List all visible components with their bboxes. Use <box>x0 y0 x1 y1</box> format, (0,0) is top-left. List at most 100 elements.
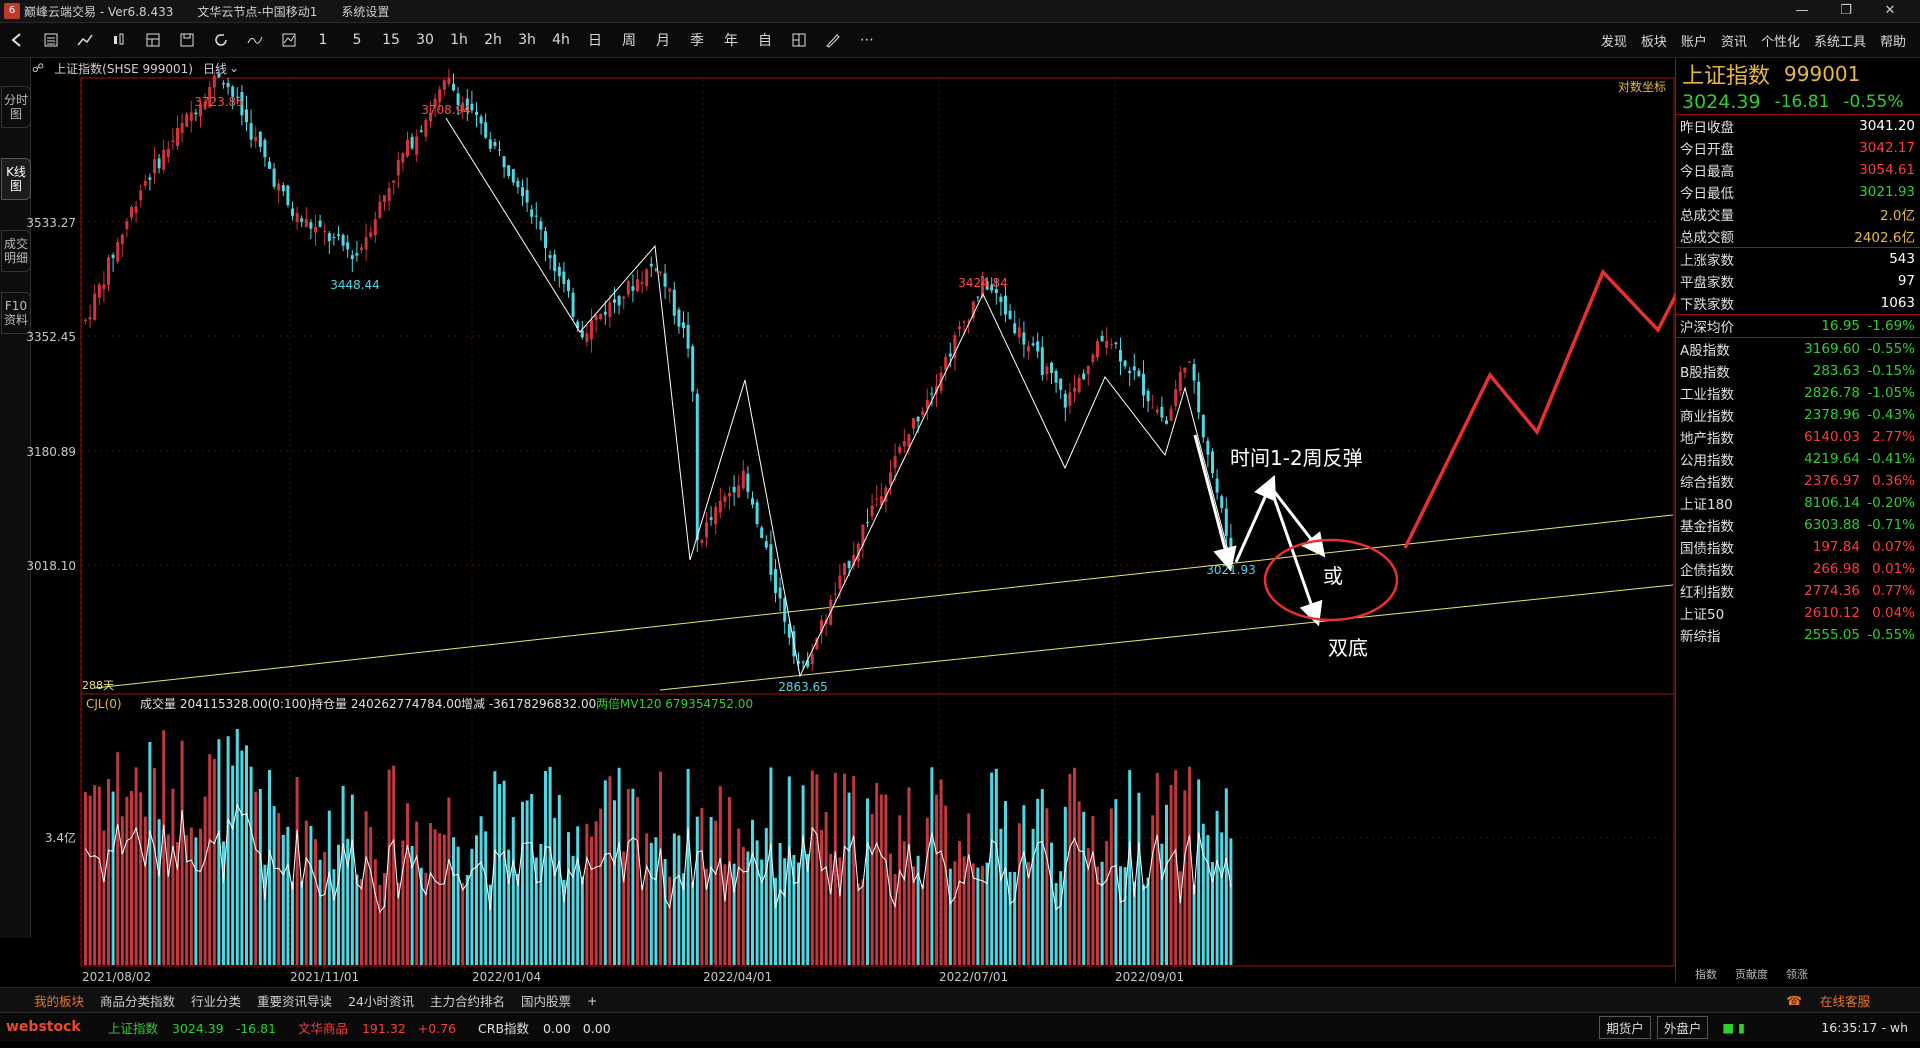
period-year[interactable]: 年 <box>724 33 738 49</box>
stat-row[interactable]: 总成交量 2.0亿 <box>1676 203 1920 225</box>
index-value: 3169.60 <box>1804 341 1860 357</box>
menu-news[interactable]: 资讯 <box>1720 34 1747 50</box>
line-chart-icon[interactable] <box>68 23 102 57</box>
period-dropdown[interactable]: 日线 <box>202 61 227 76</box>
menu-sectors[interactable]: 板块 <box>1640 34 1667 50</box>
minimize-icon[interactable]: — <box>1795 3 1809 18</box>
status-quote-value: 0.00 <box>543 1020 571 1036</box>
restore-icon[interactable]: ❐ <box>1840 3 1852 18</box>
stat-row[interactable]: 今日开盘 3042.17 <box>1676 137 1920 159</box>
index-row[interactable]: 红利指数 2774.36 0.77% <box>1676 580 1920 602</box>
tab-my-sectors[interactable]: 我的板块 <box>34 993 85 1009</box>
server-label[interactable]: 文华云节点-中国移动1 <box>197 4 318 19</box>
candle-body <box>1105 341 1109 348</box>
symbol-label[interactable]: 上证指数(SHSE 999001) <box>54 61 193 76</box>
volume-bar <box>613 800 616 965</box>
tab-kline[interactable]: K线图 <box>1 158 31 200</box>
add-tab-button[interactable]: + <box>587 992 598 1008</box>
volume-indicator-name[interactable]: CJL(0) <box>86 697 122 711</box>
foreign-account-button[interactable]: 外盘户 <box>1656 1015 1709 1039</box>
period-week[interactable]: 周 <box>622 33 636 49</box>
menu-account[interactable]: 账户 <box>1680 34 1707 50</box>
period-quarter[interactable]: 季 <box>690 33 704 49</box>
layout-icon[interactable] <box>782 23 816 57</box>
stat-row[interactable]: 昨日收盘 3041.20 <box>1676 115 1920 137</box>
stat-row[interactable]: 今日最高 3054.61 <box>1676 159 1920 181</box>
close-icon[interactable]: ✕ <box>1884 3 1896 18</box>
tab-leaders[interactable]: 领涨 <box>1786 968 1808 981</box>
menu-help[interactable]: 帮助 <box>1879 34 1906 50</box>
chain-icon[interactable]: ☍ <box>32 61 45 75</box>
draw-pen-icon[interactable] <box>816 23 850 57</box>
menu-personalize[interactable]: 个性化 <box>1760 34 1800 50</box>
period-15[interactable]: 15 <box>382 32 400 48</box>
refresh-icon[interactable] <box>204 23 238 57</box>
menu-discover[interactable]: 发现 <box>1600 34 1627 50</box>
log-scale-toggle[interactable]: 对数坐标 <box>1618 79 1666 94</box>
period-5[interactable]: 5 <box>352 32 362 48</box>
save-icon[interactable] <box>170 23 204 57</box>
menu-system-tools[interactable]: 系统工具 <box>1813 34 1866 50</box>
index-row[interactable]: A股指数 3169.60 -0.55% <box>1676 338 1920 360</box>
candle-body <box>456 93 460 105</box>
futures-account-button[interactable]: 期货户 <box>1599 1015 1651 1039</box>
index-row[interactable]: 新综指 2555.05 -0.55% <box>1676 624 1920 646</box>
tab-industry[interactable]: 行业分类 <box>191 993 242 1009</box>
index-row[interactable]: 公用指数 4219.64 -0.41% <box>1676 448 1920 470</box>
period-3h[interactable]: 3h <box>518 32 536 48</box>
index-row[interactable]: 商业指数 2378.96 -0.43% <box>1676 404 1920 426</box>
candlestick-icon[interactable] <box>102 23 136 57</box>
online-service-link[interactable]: 在线客服 <box>1819 993 1870 1009</box>
breadth-row[interactable]: 平盘家数 97 <box>1676 270 1920 292</box>
tab-24h-news[interactable]: 24小时资讯 <box>348 993 414 1009</box>
breadth-row[interactable]: 下跌家数 1063 <box>1676 292 1920 314</box>
tab-news-guide[interactable]: 重要资讯导读 <box>257 993 333 1009</box>
candle-body <box>1155 409 1159 413</box>
status-quote-1[interactable]: 上证指数 3024.39 -16.81 <box>108 1018 276 1037</box>
status-quote-3[interactable]: CRB指数 0.00 0.00 <box>478 1018 611 1037</box>
period-1[interactable]: 1 <box>318 32 328 48</box>
compare-icon[interactable] <box>272 23 306 57</box>
index-row[interactable]: 企债指数 266.98 0.01% <box>1676 558 1920 580</box>
stat-row[interactable]: 今日最低 3021.93 <box>1676 181 1920 203</box>
list-icon[interactable] <box>34 23 68 57</box>
tab-contract-ranking[interactable]: 主力合约排名 <box>429 993 505 1009</box>
volume-bar <box>645 833 649 965</box>
index-row[interactable]: 国债指数 197.84 0.07% <box>1676 536 1920 558</box>
period-custom[interactable]: 自 <box>758 33 772 49</box>
more-icon[interactable]: ⋯ <box>860 32 874 48</box>
index-row[interactable]: 基金指数 6303.88 -0.71% <box>1676 514 1920 536</box>
period-4h[interactable]: 4h <box>552 32 570 48</box>
stat-row[interactable]: 总成交额 2402.6亿 <box>1676 225 1920 247</box>
table-icon[interactable] <box>136 23 170 57</box>
index-label: A股指数 <box>1680 343 1730 359</box>
tab-contribution[interactable]: 贡献度 <box>1735 968 1768 981</box>
tab-index[interactable]: 指数 <box>1695 968 1717 981</box>
index-row[interactable]: 上证180 8106.14 -0.20% <box>1676 492 1920 514</box>
breadth-row[interactable]: 上涨家数 543 <box>1676 248 1920 270</box>
period-day[interactable]: 日 <box>588 33 602 49</box>
tab-timeshare[interactable]: 分时图 <box>1 86 31 128</box>
index-row[interactable]: 上证50 2610.12 0.04% <box>1676 602 1920 624</box>
period-30[interactable]: 30 <box>416 32 434 48</box>
period-month[interactable]: 月 <box>656 33 670 49</box>
stat-label: 今日开盘 <box>1680 142 1734 158</box>
period-2h[interactable]: 2h <box>484 32 502 48</box>
tab-domestic-stocks[interactable]: 国内股票 <box>520 993 571 1009</box>
period-1h[interactable]: 1h <box>450 32 468 48</box>
tab-f10[interactable]: F10资料 <box>1 292 31 334</box>
index-row[interactable]: 地产指数 6140.03 2.77% <box>1676 426 1920 448</box>
back-icon[interactable] <box>0 23 34 57</box>
indicator-icon[interactable] <box>238 23 272 57</box>
index-row[interactable]: B股指数 283.63 -0.15% <box>1676 360 1920 382</box>
status-quote-2[interactable]: 文华商品 191.32 +0.76 <box>298 1018 456 1037</box>
kline-chart[interactable]: 3533.27 3352.45 3180.89 3018.10 3.4亿 202… <box>0 0 1675 990</box>
index-row[interactable]: 综合指数 2376.97 0.36% <box>1676 470 1920 492</box>
system-settings-menu[interactable]: 系统设置 <box>341 4 390 19</box>
tab-trade-detail[interactable]: 成交明细 <box>1 230 31 272</box>
candle-body <box>268 161 271 169</box>
index-row[interactable]: 工业指数 2826.78 -1.05% <box>1676 382 1920 404</box>
candle-body <box>1100 335 1104 342</box>
chevron-down-icon[interactable]: ⌄ <box>229 61 240 75</box>
tab-commodity-index[interactable]: 商品分类指数 <box>100 993 176 1009</box>
